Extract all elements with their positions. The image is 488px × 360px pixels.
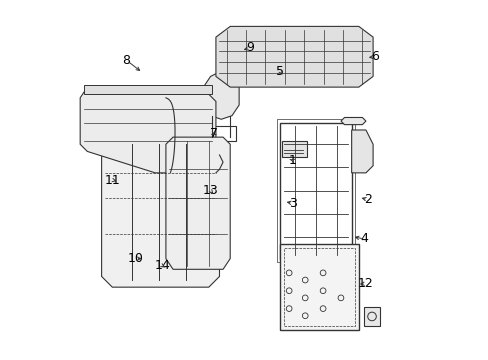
Polygon shape [216, 26, 372, 87]
Text: 8: 8 [122, 54, 130, 67]
Text: 1: 1 [288, 154, 296, 167]
Bar [206, 126, 235, 141]
Polygon shape [340, 117, 365, 125]
Text: 10: 10 [127, 252, 143, 265]
Bar [139, 123, 149, 144]
Text: 6: 6 [370, 50, 378, 63]
Bar [135, 111, 153, 125]
Bar [83, 85, 212, 94]
Text: 4: 4 [360, 233, 367, 246]
Text: 3: 3 [288, 197, 296, 210]
Text: 11: 11 [104, 174, 120, 186]
Bar [282, 141, 306, 157]
Polygon shape [351, 130, 372, 173]
Text: 9: 9 [245, 41, 253, 54]
Text: 2: 2 [363, 193, 371, 206]
Polygon shape [80, 87, 216, 173]
Text: 7: 7 [210, 127, 218, 140]
Text: 5: 5 [276, 64, 284, 77]
Bar [276, 119, 354, 262]
Polygon shape [203, 71, 239, 119]
Polygon shape [165, 137, 230, 269]
Text: 14: 14 [154, 259, 170, 272]
Text: 13: 13 [202, 184, 218, 197]
Bar [280, 123, 351, 258]
Polygon shape [102, 137, 219, 287]
Bar [175, 111, 192, 125]
Bar [280, 244, 358, 330]
Bar [283, 248, 354, 327]
Bar [364, 307, 380, 327]
Text: 12: 12 [357, 277, 373, 290]
Bar [178, 123, 189, 144]
